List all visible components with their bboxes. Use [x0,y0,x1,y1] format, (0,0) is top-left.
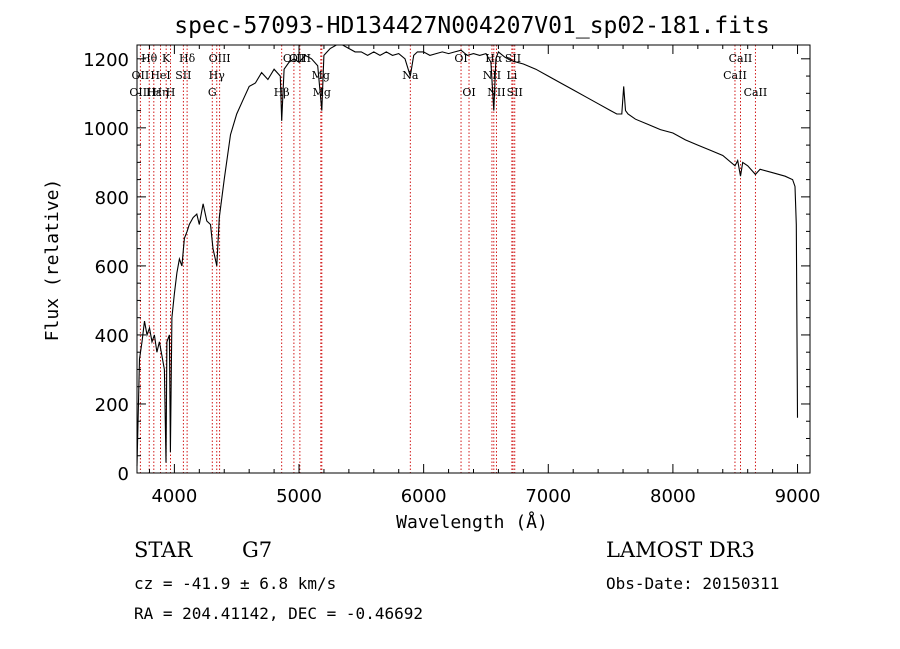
line-label: OIII [129,86,151,99]
line-label: SII [175,69,191,82]
line-labels: HθOIIOIIIHεKHeIHηHHδSIIOIIIHγGOIIIOIIIMg… [129,52,767,99]
line-label: Mg [313,86,331,99]
line-label: G [208,86,217,99]
x-tick-label: 5000 [276,486,322,507]
axes: 4000 5000 6000 7000 8000 9000 0 200 400 600 800 100… [83,45,820,507]
line-label: OIII [209,52,231,65]
x-tick-label: 7000 [525,486,571,507]
line-label: CaII [723,69,747,82]
line-label: H [166,86,176,99]
line-label: K [162,52,171,65]
line-label: Hη [152,86,168,99]
x-tick-label: 4000 [151,486,197,507]
y-tick-label: 800 [95,188,129,209]
line-label: NII [487,86,505,99]
line-label: Hθ [141,52,158,65]
x-tick-label: 8000 [650,486,696,507]
x-tick-label: 6000 [401,486,447,507]
chart-title: spec-57093-HD134427N004207V01_sp02-181.f… [174,13,769,39]
observation-date: Obs-Date: 20150311 [606,574,780,593]
line-label: OIII [283,52,305,65]
line-label: Mg [312,69,330,82]
spectral-lines [139,45,756,473]
y-axis-label: Flux (relative) [42,179,63,342]
y-tick-label: 400 [95,326,129,347]
x-axis-label: Wavelength (Å) [396,511,548,533]
flux-series-line [136,44,799,467]
line-label: OI [462,86,475,99]
y-tick-label: 200 [95,395,129,416]
y-tick-label: 1000 [83,119,129,140]
coordinates: RA = 204.41142, DEC = -0.46692 [134,604,423,623]
y-tick-label: 600 [95,257,129,278]
line-label: OII [132,69,150,82]
line-label: SII [505,52,521,65]
line-label: Na [402,69,419,82]
line-label: HeI [150,69,170,82]
x-tick-label: 9000 [775,486,821,507]
object-class: STAR [134,538,193,562]
line-label: CaII [729,52,753,65]
line-label: Hγ [209,69,226,82]
line-label: OIII [289,52,311,65]
line-label: SII [507,86,523,99]
y-tick-label: 1200 [83,50,129,71]
line-label: Hδ [179,52,196,65]
line-label: Hε [146,86,162,99]
plot-frame [136,44,811,474]
line-label: OI [454,52,467,65]
line-label: CaII [744,86,768,99]
line-label: Li [506,69,517,82]
redshift-info: cz = -41.9 ± 6.8 km/s [134,574,337,593]
object-subclass: G7 [242,538,273,562]
line-label: NII [483,69,501,82]
survey-name: LAMOST DR3 [606,538,755,562]
line-label: Hα [485,52,503,65]
line-label: Hβ [274,86,290,99]
y-tick-label: 0 [118,464,129,485]
